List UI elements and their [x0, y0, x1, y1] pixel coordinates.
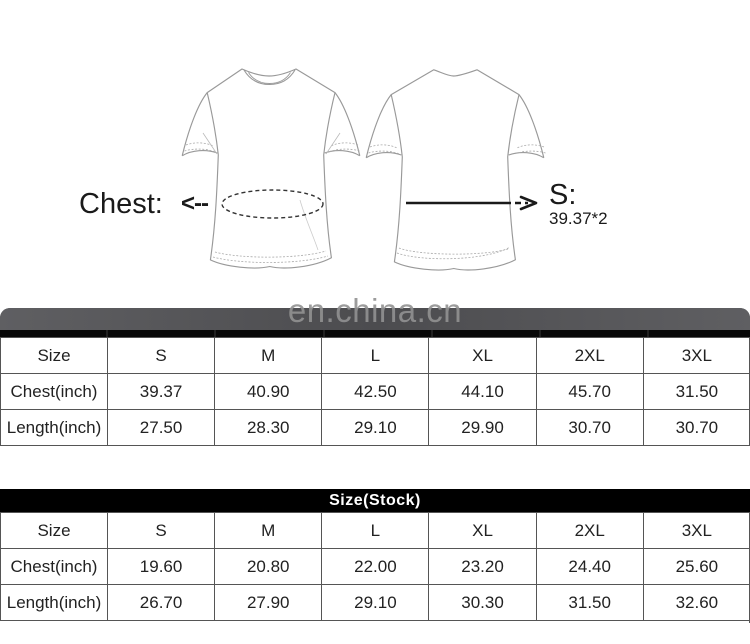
svg-text:39.37*2: 39.37*2: [549, 209, 608, 228]
svg-text:Chest:: Chest:: [79, 188, 163, 220]
svg-text:<--: <--: [181, 190, 209, 217]
svg-text:S:: S:: [549, 179, 576, 211]
